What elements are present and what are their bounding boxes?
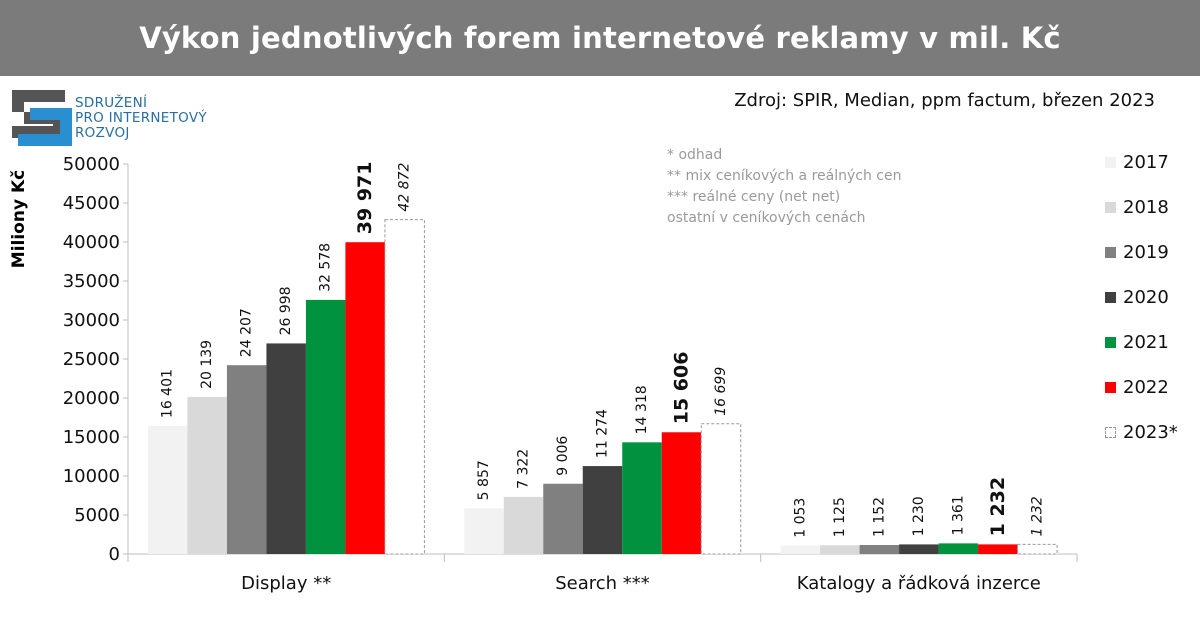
bar-2020-0 — [266, 343, 306, 554]
bar-2019-1 — [543, 483, 583, 554]
bar-2023*-0 — [384, 219, 425, 555]
bar-2022-1 — [661, 432, 702, 554]
data-label: 1 053 — [792, 498, 808, 538]
data-label: 1 230 — [911, 496, 927, 536]
bar-2021-0 — [305, 299, 346, 554]
y-tick-label: 0 — [109, 544, 120, 565]
y-tick-label: 30000 — [63, 310, 120, 331]
bar-2018-2 — [820, 545, 860, 554]
bar-2020-1 — [582, 466, 623, 554]
data-label: 1 125 — [832, 497, 848, 537]
bar-2021-1 — [622, 442, 662, 554]
legend-label: 2023* — [1123, 422, 1178, 443]
bar-2018-1 — [503, 496, 544, 554]
spir-logo-icon — [12, 90, 72, 146]
data-label: 11 274 — [595, 409, 611, 458]
legend-swatch — [1105, 337, 1116, 348]
legend-label: 2018 — [1123, 197, 1169, 218]
legend-swatch — [1105, 157, 1116, 168]
data-label: 5 857 — [476, 460, 492, 500]
title-bar: Výkon jednotlivých forem internetové rek… — [0, 0, 1200, 76]
legend-item: 2023* — [1105, 410, 1178, 455]
data-label: 16 699 — [713, 367, 729, 416]
y-tick-label: 10000 — [63, 466, 120, 487]
logo-line: ROZVOJ — [75, 125, 130, 141]
y-axis-label: Miliony Kč — [9, 170, 29, 268]
logo-line: SDRUŽENÍ — [75, 95, 148, 111]
y-tick-label: 25000 — [63, 349, 120, 370]
y-tick-label: 40000 — [63, 232, 120, 253]
data-label: 26 998 — [278, 286, 294, 335]
logo-text: SDRUŽENÍ PRO INTERNETOVÝ ROZVOJ — [75, 96, 207, 141]
legend-swatch — [1105, 292, 1116, 303]
category-label: Katalogy a řádková inzerce — [797, 573, 1041, 594]
legend-item: 2021 — [1105, 320, 1178, 365]
legend-label: 2020 — [1123, 287, 1169, 308]
legend: 2017 2018 2019 2020 2021 2022 2023* — [1105, 140, 1178, 455]
legend-label: 2021 — [1123, 332, 1169, 353]
data-label: 20 139 — [199, 340, 215, 389]
legend-label: 2019 — [1123, 242, 1169, 263]
data-label: 16 401 — [160, 369, 176, 418]
data-label: 39 971 — [354, 162, 376, 235]
y-tick-label: 15000 — [63, 427, 120, 448]
legend-item: 2020 — [1105, 275, 1178, 320]
category-label: Search *** — [555, 573, 650, 594]
data-label: 14 318 — [634, 385, 650, 434]
logo-line: PRO INTERNETOVÝ — [75, 110, 207, 126]
legend-swatch — [1105, 247, 1116, 258]
bar-2022-0 — [345, 242, 385, 554]
data-label: 7 322 — [516, 449, 532, 489]
bar-2019-0 — [226, 365, 267, 554]
bar-2017-1 — [464, 508, 504, 554]
bar-2021-2 — [938, 543, 979, 554]
data-label: 15 606 — [671, 352, 693, 425]
bar-2017-0 — [147, 426, 188, 554]
footnotes: * odhad ** mix ceníkových a reálných cen… — [667, 145, 901, 229]
data-label: 9 006 — [555, 436, 571, 476]
legend-swatch — [1105, 202, 1116, 213]
y-tick-label: 35000 — [63, 271, 120, 292]
data-label: 42 872 — [397, 163, 413, 212]
y-tick-label: 5000 — [74, 505, 120, 526]
footnote: ostatní v ceníkových cenách — [667, 210, 866, 226]
source-note: Zdroj: SPIR, Median, ppm factum, březen … — [734, 90, 1155, 111]
footnote: *** reálné ceny (net net) — [667, 189, 841, 205]
legend-swatch — [1105, 427, 1116, 438]
bar-2023*-1 — [700, 423, 742, 555]
bar-2018-0 — [187, 396, 227, 554]
bar-2019-2 — [859, 545, 900, 554]
data-label: 1 361 — [950, 495, 966, 535]
category-label: Display ** — [241, 573, 331, 594]
y-tick-label: 45000 — [63, 193, 120, 214]
data-label: 1 232 — [987, 477, 1009, 536]
data-label: 24 207 — [239, 308, 255, 357]
legend-item: 2017 — [1105, 140, 1178, 185]
data-label: 1 232 — [1029, 496, 1045, 536]
data-label: 32 578 — [318, 243, 334, 292]
legend-swatch — [1105, 382, 1116, 393]
footnote: ** mix ceníkových a reálných cen — [667, 168, 902, 184]
bar-2017-2 — [780, 545, 821, 554]
legend-label: 2022 — [1123, 377, 1169, 398]
bar-2020-2 — [899, 544, 939, 554]
bar-2022-2 — [978, 544, 1018, 554]
bar-2023*-2 — [1017, 543, 1058, 555]
legend-item: 2022 — [1105, 365, 1178, 410]
legend-item: 2018 — [1105, 185, 1178, 230]
legend-label: 2017 — [1123, 152, 1169, 173]
legend-item: 2019 — [1105, 230, 1178, 275]
y-tick-label: 50000 — [63, 154, 120, 175]
footnote: * odhad — [667, 147, 723, 163]
data-label: 1 152 — [871, 497, 887, 537]
y-tick-label: 20000 — [63, 388, 120, 409]
chart-title: Výkon jednotlivých forem internetové rek… — [139, 21, 1061, 55]
